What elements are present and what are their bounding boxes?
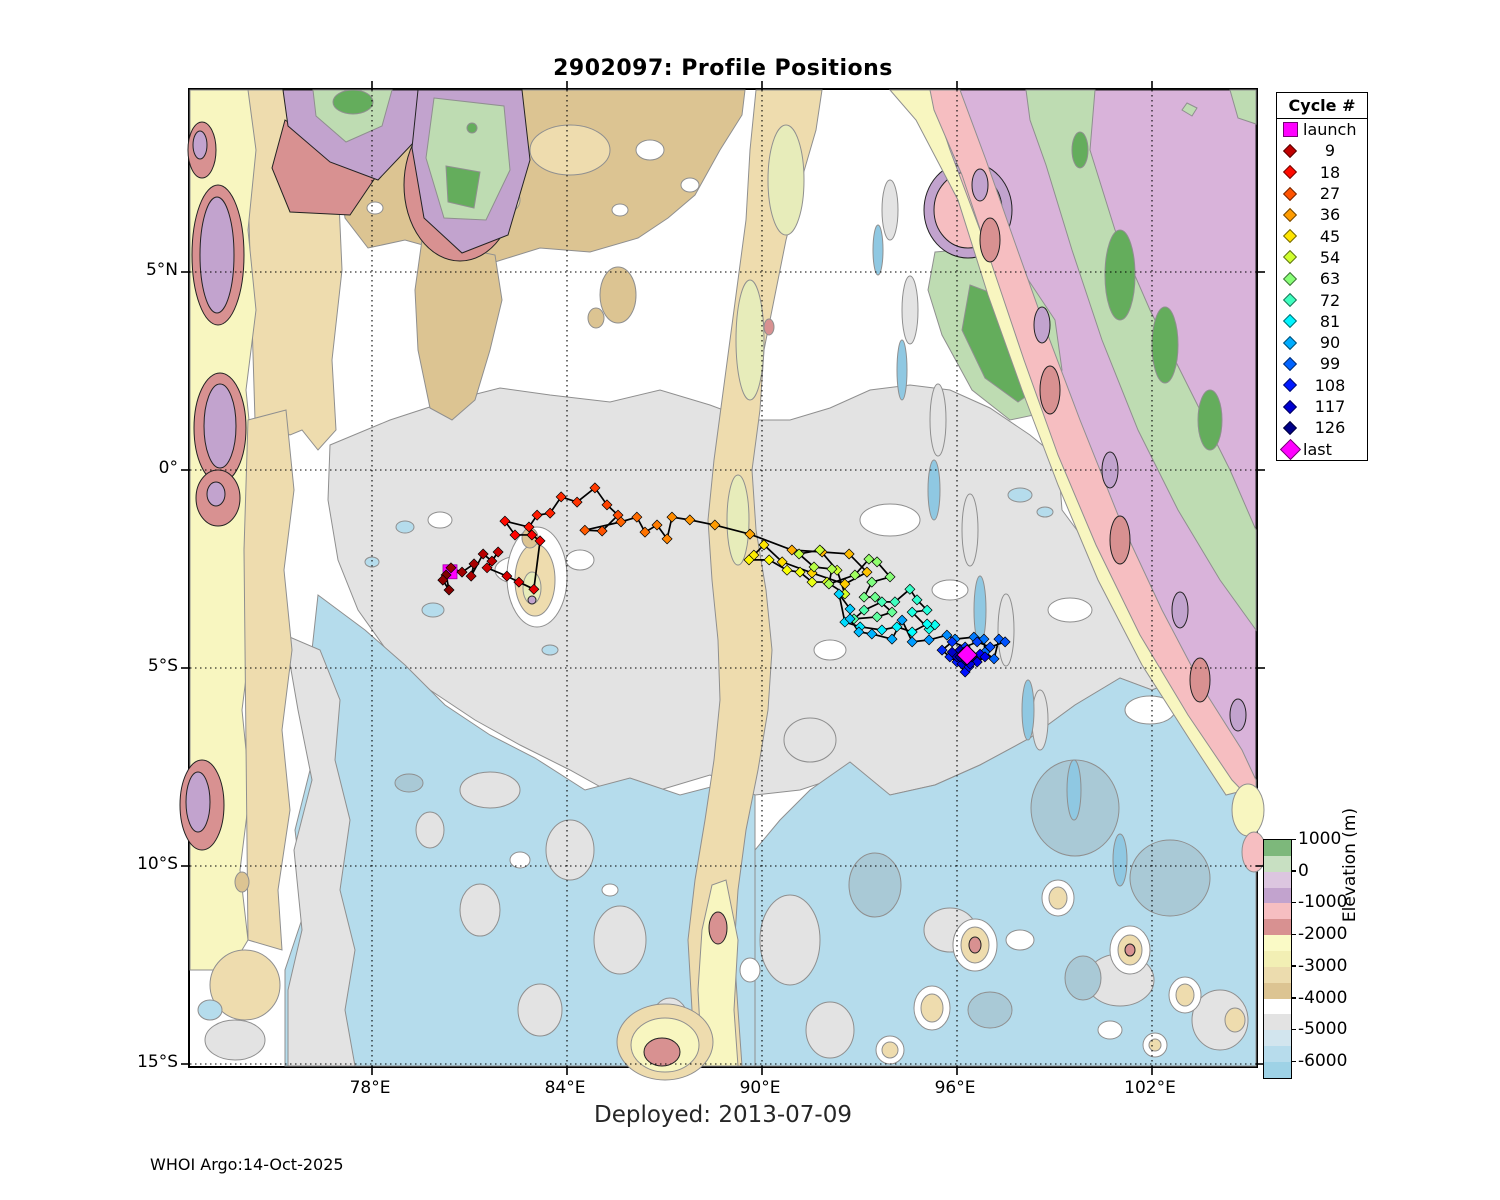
legend-item: 9: [1277, 140, 1367, 161]
colorbar-band: [1264, 999, 1291, 1015]
legend-rows: launch 9 18 27 36 45 54 63 72 81 90 99 108 117 126 last: [1277, 119, 1367, 460]
legend-item: 36: [1277, 204, 1367, 225]
legend-item-label: 108: [1303, 376, 1367, 395]
colorbar-band: [1264, 983, 1291, 999]
colorbar-tick-label: -4000: [1298, 988, 1347, 1008]
colorbar-band: [1264, 903, 1291, 919]
legend-item-label: 81: [1303, 312, 1367, 331]
colorbar-band: [1264, 888, 1291, 904]
bathymetry-art: [180, 90, 1266, 1080]
colorbar-tick-label: -3000: [1298, 956, 1347, 976]
x-tick-label: 90°E: [715, 1076, 805, 1100]
colorbar-band: [1264, 935, 1291, 951]
legend-item: 18: [1277, 162, 1367, 183]
legend-item: 45: [1277, 225, 1367, 246]
deployment-label: Deployed: 2013-07-09: [188, 1102, 1258, 1128]
x-tick-label: 84°E: [520, 1076, 610, 1100]
elevation-colorbar: [1263, 839, 1292, 1079]
cycle-marker-icon: [1283, 186, 1297, 200]
legend-item: 126: [1277, 417, 1367, 438]
cycle-legend: Cycle # launch 9 18 27 36 45 54 63 72 81 90 99 108 11…: [1276, 92, 1368, 461]
launch-marker-icon: [1283, 122, 1298, 137]
map-canvas: [190, 90, 1256, 1066]
legend-item: 81: [1277, 311, 1367, 332]
figure: 2902097: Profile Positions: [0, 0, 1500, 1200]
cycle-marker-icon: [1283, 293, 1297, 307]
legend-item: 117: [1277, 396, 1367, 417]
colorbar-tick-label: -6000: [1298, 1051, 1347, 1071]
cycle-marker-icon: [1283, 378, 1297, 392]
cycle-marker-icon: [1283, 272, 1297, 286]
y-tick-label: 5°S: [58, 654, 178, 678]
legend-item: 90: [1277, 332, 1367, 353]
legend-item: last: [1277, 438, 1367, 459]
legend-item-label: 63: [1303, 269, 1367, 288]
cycle-marker-icon: [1283, 357, 1297, 371]
colorbar-band: [1264, 840, 1291, 856]
legend-item: 54: [1277, 247, 1367, 268]
colorbar-tick-label: 0: [1298, 861, 1309, 881]
legend-item-label: 72: [1303, 291, 1367, 310]
cycle-marker-icon: [1283, 208, 1297, 222]
colorbar-band: [1264, 967, 1291, 983]
colorbar-title: Elevation (m): [1340, 780, 1364, 950]
legend-item-label: 117: [1303, 397, 1367, 416]
colorbar-band: [1264, 1062, 1291, 1078]
y-tick-label: 15°S: [58, 1050, 178, 1074]
legend-item-label: 9: [1303, 141, 1367, 160]
colorbar-band: [1264, 872, 1291, 888]
legend-item-label: 126: [1303, 418, 1367, 437]
x-tick-label: 96°E: [910, 1076, 1000, 1100]
cycle-marker-icon: [1283, 421, 1297, 435]
legend-item-label: 36: [1303, 205, 1367, 224]
cycle-marker-icon: [1283, 336, 1297, 350]
legend-item-label: 45: [1303, 227, 1367, 246]
legend-item-label: 54: [1303, 248, 1367, 267]
credit-text: WHOI Argo:14-Oct-2025: [150, 1155, 344, 1174]
legend-item-label: 18: [1303, 163, 1367, 182]
colorbar-band: [1264, 1014, 1291, 1030]
cycle-marker-icon: [1283, 250, 1297, 264]
legend-item-label: launch: [1303, 120, 1367, 139]
page-title: 2902097: Profile Positions: [188, 56, 1258, 81]
cycle-marker-icon: [1283, 314, 1297, 328]
cycle-marker-icon: [1283, 229, 1297, 243]
last-marker-icon: [1279, 438, 1300, 459]
legend-item: 72: [1277, 289, 1367, 310]
colorbar-band: [1264, 919, 1291, 935]
map-plot: [188, 88, 1258, 1068]
colorbar-tick-label: 1000: [1298, 829, 1341, 849]
x-tick-label: 78°E: [325, 1076, 415, 1100]
legend-item: 108: [1277, 375, 1367, 396]
colorbar-tick-label: -5000: [1298, 1019, 1347, 1039]
y-tick-label: 10°S: [58, 852, 178, 876]
colorbar-band: [1264, 856, 1291, 872]
cycle-marker-icon: [1283, 399, 1297, 413]
cycle-marker-icon: [1283, 165, 1297, 179]
x-tick-label: 102°E: [1105, 1076, 1195, 1100]
legend-item-label: last: [1303, 440, 1367, 459]
colorbar-band: [1264, 1030, 1291, 1046]
colorbar-band: [1264, 951, 1291, 967]
cycle-marker-icon: [1283, 144, 1297, 158]
y-tick-label: 0°: [58, 456, 178, 480]
legend-title: Cycle #: [1277, 93, 1367, 119]
legend-item-label: 90: [1303, 333, 1367, 352]
y-tick-label: 5°N: [58, 258, 178, 282]
legend-item: launch: [1277, 119, 1367, 140]
legend-item: 63: [1277, 268, 1367, 289]
legend-item: 99: [1277, 353, 1367, 374]
legend-item-label: 27: [1303, 184, 1367, 203]
legend-item-label: 99: [1303, 354, 1367, 373]
legend-item: 27: [1277, 183, 1367, 204]
colorbar-band: [1264, 1046, 1291, 1062]
